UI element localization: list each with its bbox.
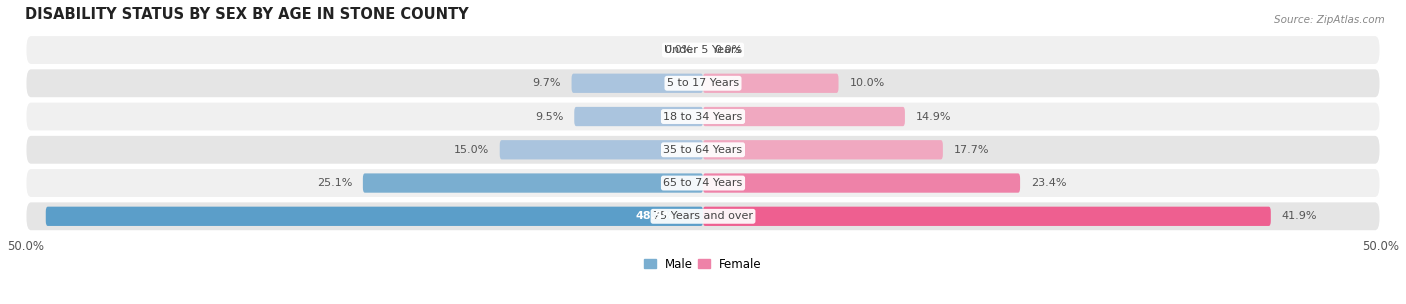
FancyBboxPatch shape <box>25 102 1381 132</box>
FancyBboxPatch shape <box>25 168 1381 198</box>
Text: Source: ZipAtlas.com: Source: ZipAtlas.com <box>1274 15 1385 25</box>
FancyBboxPatch shape <box>25 35 1381 65</box>
Text: 41.9%: 41.9% <box>1282 211 1317 221</box>
Text: 35 to 64 Years: 35 to 64 Years <box>664 145 742 155</box>
Text: 18 to 34 Years: 18 to 34 Years <box>664 112 742 122</box>
Text: 9.5%: 9.5% <box>536 112 564 122</box>
FancyBboxPatch shape <box>46 207 703 226</box>
Text: 17.7%: 17.7% <box>953 145 990 155</box>
Text: 0.0%: 0.0% <box>664 45 692 55</box>
Text: 10.0%: 10.0% <box>849 78 884 88</box>
FancyBboxPatch shape <box>703 173 1021 193</box>
Text: 14.9%: 14.9% <box>915 112 952 122</box>
FancyBboxPatch shape <box>703 74 838 93</box>
FancyBboxPatch shape <box>363 173 703 193</box>
FancyBboxPatch shape <box>25 201 1381 231</box>
FancyBboxPatch shape <box>703 140 943 159</box>
Text: 5 to 17 Years: 5 to 17 Years <box>666 78 740 88</box>
FancyBboxPatch shape <box>574 107 703 126</box>
Text: Under 5 Years: Under 5 Years <box>665 45 741 55</box>
FancyBboxPatch shape <box>25 68 1381 98</box>
FancyBboxPatch shape <box>703 207 1271 226</box>
Text: 65 to 74 Years: 65 to 74 Years <box>664 178 742 188</box>
Text: 15.0%: 15.0% <box>454 145 489 155</box>
Text: 48.5%: 48.5% <box>636 211 673 221</box>
Text: 25.1%: 25.1% <box>316 178 352 188</box>
FancyBboxPatch shape <box>572 74 703 93</box>
Text: DISABILITY STATUS BY SEX BY AGE IN STONE COUNTY: DISABILITY STATUS BY SEX BY AGE IN STONE… <box>25 7 470 22</box>
Text: 23.4%: 23.4% <box>1031 178 1066 188</box>
FancyBboxPatch shape <box>25 135 1381 165</box>
Legend: Male, Female: Male, Female <box>640 253 766 276</box>
FancyBboxPatch shape <box>703 107 905 126</box>
FancyBboxPatch shape <box>499 140 703 159</box>
Text: 75 Years and over: 75 Years and over <box>652 211 754 221</box>
Text: 0.0%: 0.0% <box>714 45 742 55</box>
Text: 9.7%: 9.7% <box>533 78 561 88</box>
